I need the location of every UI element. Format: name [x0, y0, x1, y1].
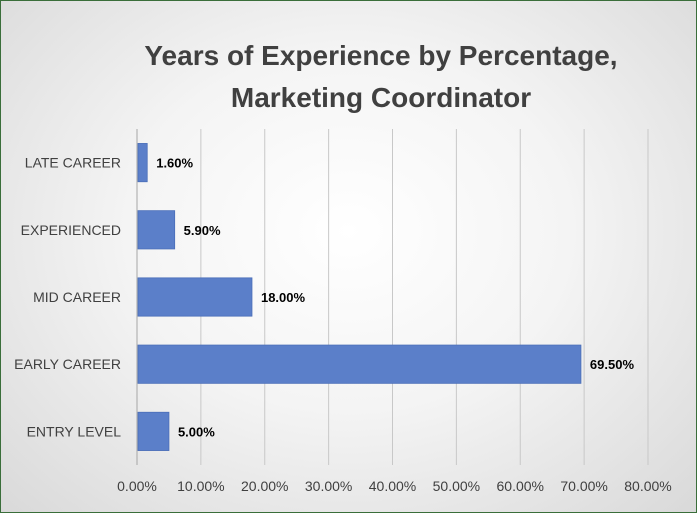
bar [137, 210, 176, 250]
x-tick-label: 0.00% [117, 478, 157, 494]
x-tick-label: 60.00% [497, 478, 544, 494]
x-tick-label: 70.00% [560, 478, 607, 494]
x-tick-label: 80.00% [624, 478, 671, 494]
chart-title-line-1: Years of Experience by Percentage, [144, 40, 618, 71]
x-tick-label: 40.00% [369, 478, 416, 494]
category-label: EXPERIENCED [21, 222, 121, 238]
x-tick-label: 30.00% [305, 478, 352, 494]
x-tick-label: 20.00% [241, 478, 288, 494]
category-label: LATE CAREER [25, 155, 121, 171]
data-label: 5.00% [178, 424, 215, 439]
data-label: 5.90% [184, 223, 221, 238]
data-label: 18.00% [261, 290, 306, 305]
chart-title: Years of Experience by Percentage, Marke… [1, 35, 696, 119]
bar [137, 277, 253, 317]
category-label: ENTRY LEVEL [27, 423, 122, 439]
category-label: EARLY CAREER [14, 356, 121, 372]
x-tick-label: 10.00% [177, 478, 224, 494]
bar [137, 411, 170, 451]
bar [137, 344, 582, 384]
chart-title-line-2: Marketing Coordinator [230, 82, 532, 113]
data-label: 1.60% [156, 156, 193, 171]
category-label: MID CAREER [33, 289, 121, 305]
bar [137, 143, 148, 183]
x-tick-label: 50.00% [433, 478, 480, 494]
data-label: 69.50% [590, 357, 635, 372]
